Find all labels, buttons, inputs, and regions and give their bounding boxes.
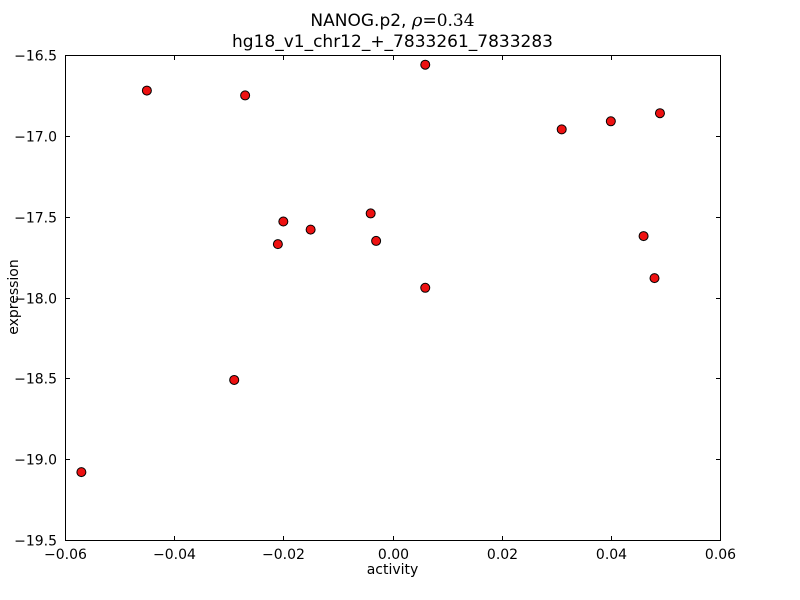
plot-subtitle: hg18_v1_chr12_+_7833261_7833283 <box>232 32 553 52</box>
rho-symbol: ρ <box>411 10 423 31</box>
plot-title: NANOG.p2, ρ=0.34 <box>65 10 720 31</box>
data-point <box>272 239 283 250</box>
data-point <box>229 374 240 385</box>
data-point <box>76 467 87 478</box>
y-tick-label: −17.5 <box>14 211 57 227</box>
x-tick-label: −0.04 <box>153 547 196 563</box>
data-point <box>371 235 382 246</box>
x-tick-label: 0.00 <box>378 547 409 563</box>
data-point <box>305 224 316 235</box>
x-tick-label: 0.04 <box>596 547 627 563</box>
y-tick-label: −16.5 <box>14 49 57 65</box>
y-tick-label: −17.0 <box>14 130 57 146</box>
y-tick-label: −19.0 <box>14 453 57 469</box>
data-point <box>240 90 251 101</box>
rho-value: =0.34 <box>422 11 475 31</box>
data-point <box>141 85 152 96</box>
data-point <box>365 208 376 219</box>
x-axis-label: activity <box>366 562 419 578</box>
y-tick-label: −19.5 <box>14 534 57 550</box>
x-tick-label: 0.02 <box>487 547 518 563</box>
x-tick-label: −0.06 <box>44 547 87 563</box>
data-point <box>420 282 431 293</box>
plot-frame <box>65 55 721 541</box>
data-point <box>605 116 616 127</box>
data-point <box>278 216 289 227</box>
data-point <box>556 124 567 135</box>
x-tick-label: 0.06 <box>705 547 736 563</box>
data-point <box>638 231 649 242</box>
y-tick-label: −18.5 <box>14 372 57 388</box>
x-tick-label: −0.02 <box>262 547 305 563</box>
data-point <box>654 108 665 119</box>
plot-title-text: NANOG.p2, <box>310 11 412 31</box>
data-point <box>649 273 660 284</box>
y-tick-label: −18.0 <box>14 292 57 308</box>
data-point <box>420 59 431 70</box>
